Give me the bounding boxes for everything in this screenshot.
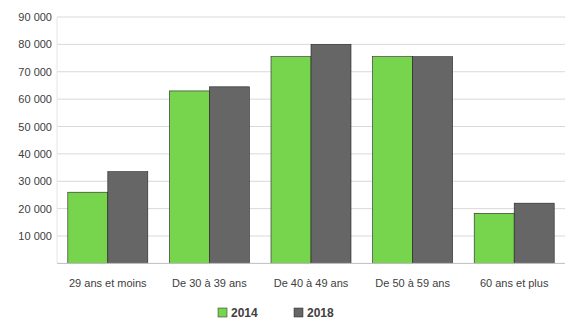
bar — [373, 57, 413, 264]
chart-container: 10 000 20 000 30 000 40 000 50 000 60 000 70 0… — [0, 0, 576, 336]
grid-line — [57, 17, 565, 18]
y-tick-label: 10 000 — [18, 230, 52, 242]
y-tick-label: 30 000 — [18, 175, 52, 187]
bar — [514, 203, 554, 263]
bars — [68, 44, 554, 263]
legend: 2014 2018 — [218, 306, 334, 320]
bar — [169, 91, 209, 263]
x-tick-label: 29 ans et moins — [69, 277, 147, 289]
bar — [474, 213, 514, 263]
x-tick-label: De 40 à 49 ans — [274, 277, 349, 289]
legend-label: 2018 — [307, 306, 334, 320]
chart-svg: 10 000 20 000 30 000 40 000 50 000 60 000 70 0… — [0, 0, 576, 336]
bar — [311, 44, 351, 263]
y-tick-label: 50 000 — [18, 121, 52, 133]
y-tick-label: 90 000 — [18, 11, 52, 23]
bar — [413, 57, 453, 264]
bar — [271, 57, 311, 264]
bar — [108, 172, 148, 264]
bar — [209, 87, 249, 264]
y-tick-label: 40 000 — [18, 148, 52, 160]
x-tick-label: De 50 à 59 ans — [375, 277, 450, 289]
y-tick-label: 60 000 — [18, 93, 52, 105]
x-tick-label: De 30 à 39 ans — [172, 277, 247, 289]
legend-swatch — [294, 308, 303, 317]
y-axis-line — [57, 17, 58, 263]
y-tick-label: 70 000 — [18, 66, 52, 78]
x-tick-label: 60 ans et plus — [480, 277, 549, 289]
legend-label: 2014 — [231, 306, 258, 320]
y-tick-label: 80 000 — [18, 38, 52, 50]
y-tick-label: 20 000 — [18, 203, 52, 215]
x-axis-line — [57, 263, 565, 264]
bar — [68, 192, 108, 263]
legend-swatch — [218, 308, 227, 317]
